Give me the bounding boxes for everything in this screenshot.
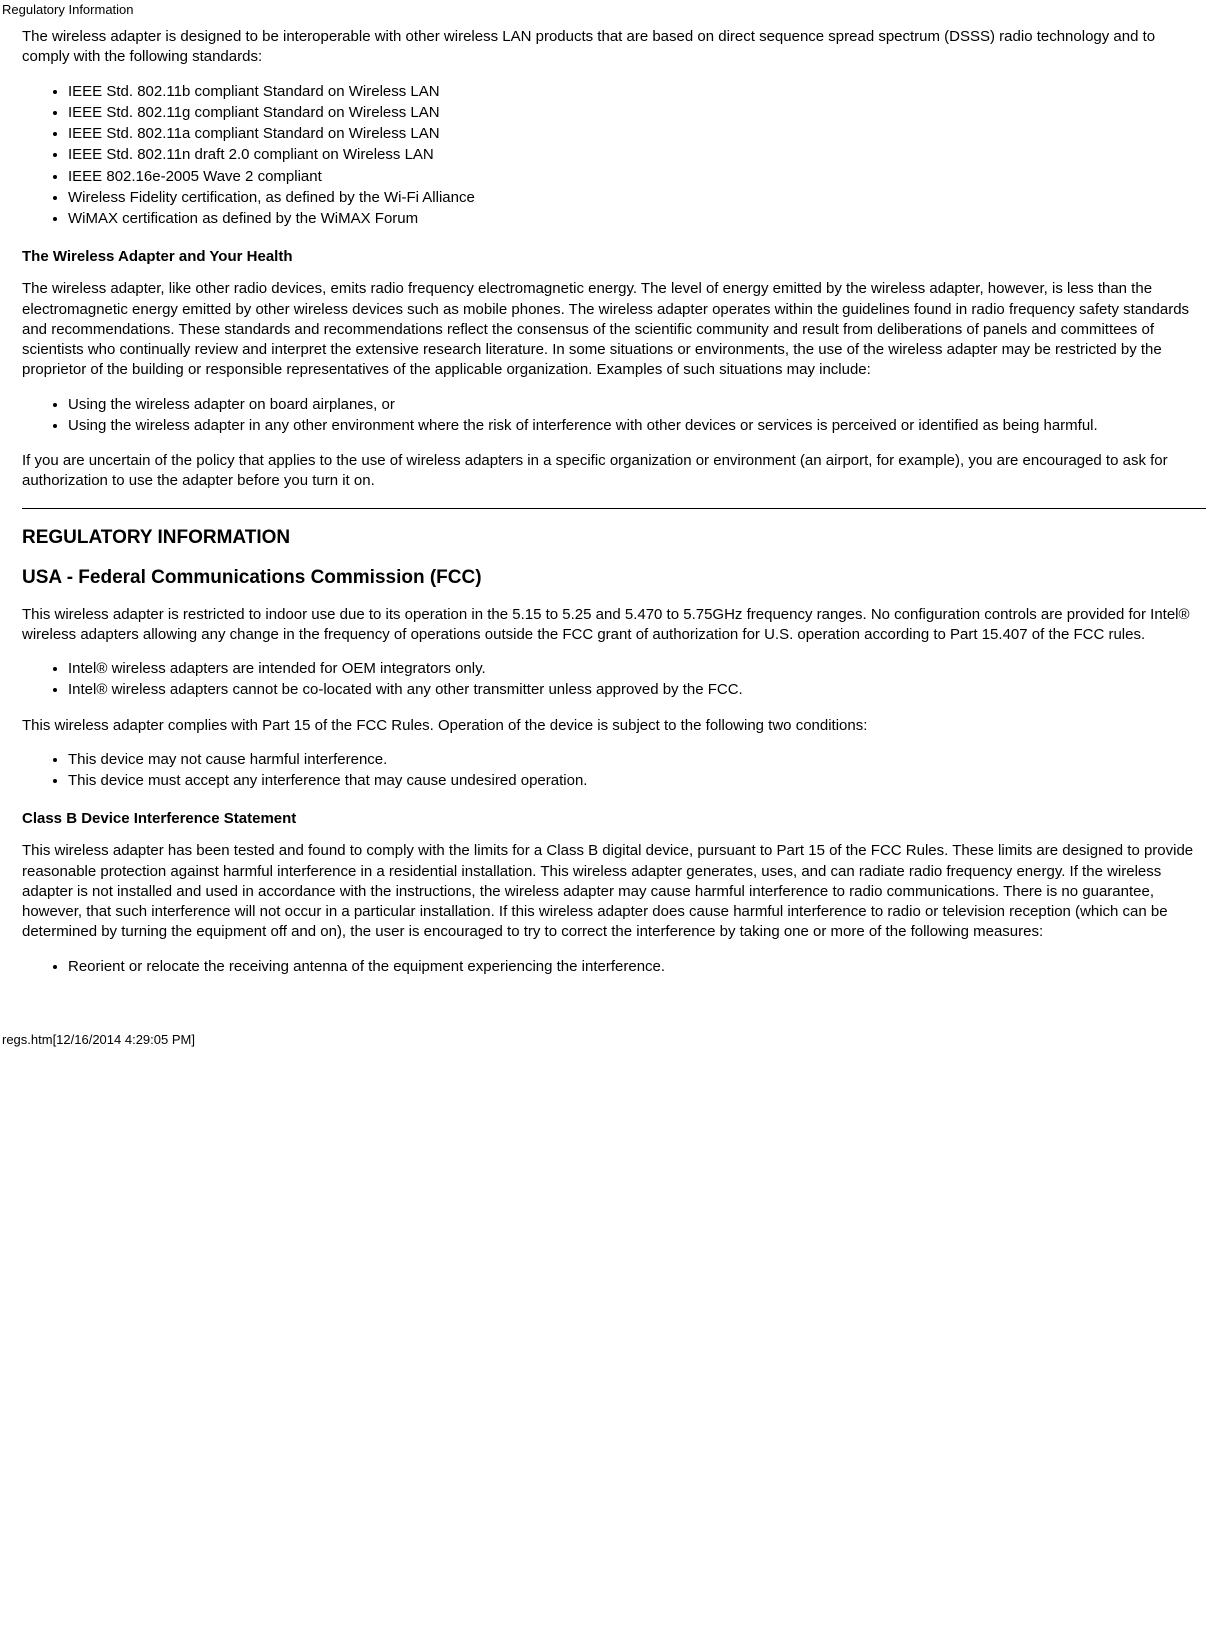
fcc-paragraph-1: This wireless adapter is restricted to i… — [22, 605, 1206, 646]
standards-list: IEEE Std. 802.11b compliant Standard on … — [22, 82, 1206, 231]
regulatory-heading: REGULATORY INFORMATION — [22, 527, 1206, 549]
class-b-subheading: Class B Device Interference Statement — [22, 810, 1206, 827]
health-subheading: The Wireless Adapter and Your Health — [22, 248, 1206, 265]
fcc-conditions-list: This device may not cause harmful interf… — [22, 750, 1206, 793]
fcc-restrictions-list: Intel® wireless adapters are intended fo… — [22, 659, 1206, 702]
list-item: Using the wireless adapter on board airp… — [68, 395, 1206, 416]
list-item: IEEE 802.16e-2005 Wave 2 compliant — [68, 167, 1206, 188]
interference-measures-list: Reorient or relocate the receiving anten… — [22, 957, 1206, 978]
page-header-title: Regulatory Information — [0, 0, 1228, 17]
list-item: This device must accept any interference… — [68, 771, 1206, 792]
document-body: The wireless adapter is designed to be i… — [0, 17, 1228, 978]
list-item: Intel® wireless adapters cannot be co-lo… — [68, 680, 1206, 701]
health-paragraph-1: The wireless adapter, like other radio d… — [22, 279, 1206, 380]
page-footer-path: regs.htm[12/16/2014 4:29:05 PM] — [0, 992, 1228, 1047]
fcc-paragraph-2: This wireless adapter complies with Part… — [22, 716, 1206, 736]
list-item: IEEE Std. 802.11a compliant Standard on … — [68, 124, 1206, 145]
class-b-paragraph: This wireless adapter has been tested an… — [22, 841, 1206, 942]
list-item: IEEE Std. 802.11b compliant Standard on … — [68, 82, 1206, 103]
list-item: WiMAX certification as defined by the Wi… — [68, 209, 1206, 230]
list-item: Wireless Fidelity certification, as defi… — [68, 188, 1206, 209]
health-paragraph-2: If you are uncertain of the policy that … — [22, 451, 1206, 492]
list-item: IEEE Std. 802.11g compliant Standard on … — [68, 103, 1206, 124]
page: Regulatory Information The wireless adap… — [0, 0, 1228, 1087]
intro-paragraph: The wireless adapter is designed to be i… — [22, 27, 1206, 68]
health-situations-list: Using the wireless adapter on board airp… — [22, 395, 1206, 438]
usa-fcc-heading: USA - Federal Communications Commission … — [22, 567, 1206, 589]
divider — [22, 508, 1206, 509]
list-item: This device may not cause harmful interf… — [68, 750, 1206, 771]
list-item: Intel® wireless adapters are intended fo… — [68, 659, 1206, 680]
list-item: Using the wireless adapter in any other … — [68, 416, 1206, 437]
list-item: IEEE Std. 802.11n draft 2.0 compliant on… — [68, 145, 1206, 166]
list-item: Reorient or relocate the receiving anten… — [68, 957, 1206, 978]
